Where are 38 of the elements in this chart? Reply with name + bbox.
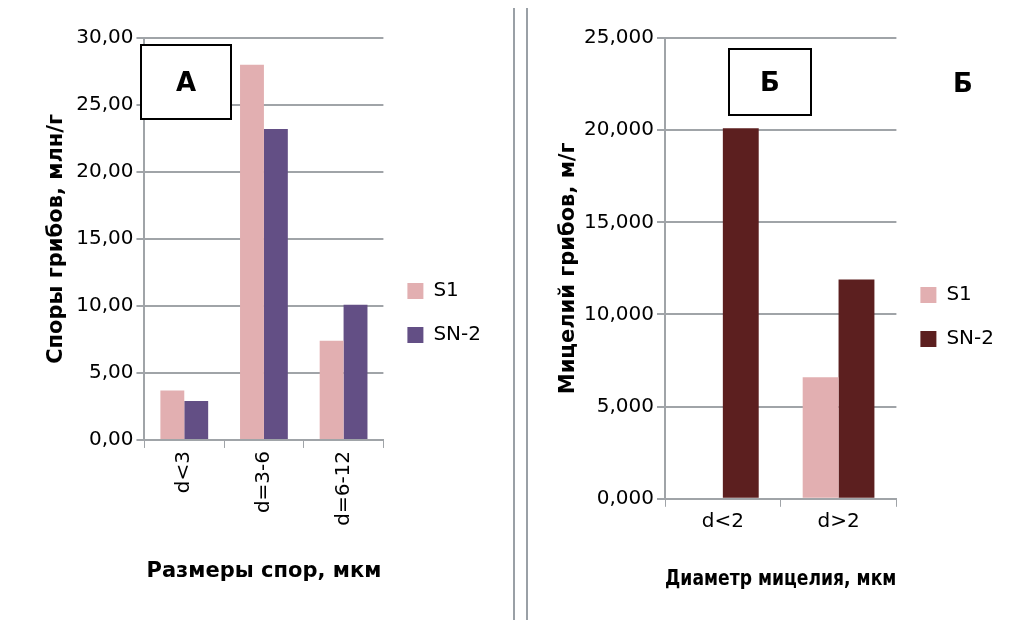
legend-label: S1 [946,281,972,306]
text: Б [953,68,973,98]
bar [263,129,288,439]
bar [184,401,209,439]
legend-label: SN-2 [433,321,482,346]
x-axis-title: Диаметр мицелия, мкм [665,565,897,591]
bar [343,304,368,439]
annotation: А [140,44,232,120]
y-tick-label: 25,000 [584,24,654,49]
y-tick-label: 30,00 [76,24,134,49]
y-tick-label: 15,000 [584,208,654,233]
y-tick-label: 10,00 [76,292,134,317]
y-tick-label: 10,000 [584,300,654,325]
annotation: Б [728,48,812,116]
y-tick-label: 5,000 [596,392,654,417]
bar [802,377,839,498]
y-tick-label: 0,00 [88,426,134,451]
y-tick-label: 20,00 [76,158,134,183]
bar [319,340,344,439]
x-tick-label: d=6-12 [329,450,354,526]
legend-label: SN-2 [946,325,995,350]
bar [160,390,185,439]
y-tick-label: 25,00 [76,91,134,116]
y-axis-title: Мицелий грибов, м/г [555,142,580,395]
y-axis-title: Споры грибов, млн/г [43,114,68,364]
x-tick-label: d=3-6 [250,450,275,514]
x-tick-label: d<2 [701,508,744,532]
bar [838,279,875,498]
bar [722,128,759,498]
y-tick-label: 5,00 [88,359,134,384]
y-tick-label: 15,00 [76,225,134,250]
x-tick-label: d<3 [170,450,195,494]
bar [240,64,264,439]
y-tick-label: 20,000 [584,116,654,141]
legend-label: S1 [433,277,459,302]
x-axis-title: Размеры спор, мкм [146,557,382,582]
y-tick-label: 0,000 [596,485,654,509]
x-tick-label: d>2 [817,508,860,532]
